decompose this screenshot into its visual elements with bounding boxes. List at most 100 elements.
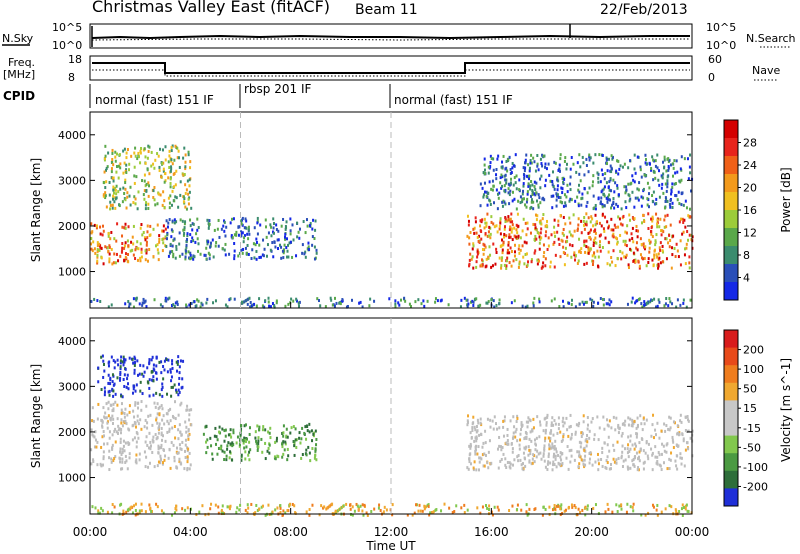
scatter-cell <box>97 402 100 406</box>
scatter-cell <box>157 431 160 435</box>
scatter-cell <box>640 204 643 208</box>
scatter-cell <box>635 426 638 430</box>
scatter-cell <box>526 221 529 225</box>
scatter-cell <box>146 230 149 234</box>
scatter-cell <box>507 191 510 195</box>
scatter-cell <box>562 204 565 208</box>
scatter-cell <box>498 444 501 448</box>
scatter-cell <box>308 513 311 517</box>
scatter-cell <box>665 237 668 241</box>
scatter-cell <box>557 461 560 465</box>
scatter-cell <box>178 390 181 394</box>
scatter-cell <box>242 441 245 445</box>
scatter-cell <box>524 221 527 225</box>
scatter-cell <box>668 233 671 237</box>
scatter-cell <box>365 511 368 515</box>
scatter-cell <box>592 224 595 228</box>
scatter-cell <box>588 461 591 465</box>
scatter-cell <box>500 264 503 268</box>
scatter-cell <box>146 443 149 447</box>
scatter-cell <box>509 181 512 185</box>
scatter-cell <box>477 445 480 449</box>
scatter-cell <box>542 254 545 258</box>
scatter-cell <box>139 256 142 260</box>
scatter-cell <box>291 255 294 259</box>
scatter-cell <box>519 195 522 199</box>
scatter-cell <box>600 190 603 194</box>
scatter-cell <box>281 455 284 459</box>
scatter-cell <box>150 358 153 362</box>
scatter-cell <box>603 185 606 189</box>
scatter-cell <box>265 225 268 229</box>
scatter-cell <box>535 227 538 231</box>
scatter-cell <box>562 227 565 231</box>
scatter-cell <box>503 225 506 229</box>
scatter-cell <box>117 424 120 428</box>
scatter-cell <box>238 251 241 255</box>
scatter-cell <box>594 240 597 244</box>
scatter-cell <box>632 251 635 255</box>
scatter-cell <box>577 217 580 221</box>
scatter-cell <box>187 153 190 157</box>
scatter-cell <box>621 165 624 169</box>
scatter-cell <box>543 444 546 448</box>
scatter-cell <box>122 357 125 361</box>
scatter-cell <box>99 225 102 229</box>
scatter-cell <box>676 424 679 428</box>
scatter-cell <box>509 217 512 221</box>
scatter-cell <box>154 405 157 409</box>
scatter-cell <box>206 445 209 449</box>
scatter-cell <box>301 426 304 430</box>
scatter-cell <box>472 227 475 231</box>
scatter-cell <box>551 508 554 512</box>
scatter-cell <box>505 159 508 163</box>
scatter-cell <box>185 305 188 309</box>
scatter-cell <box>684 428 687 432</box>
scatter-cell <box>255 240 258 244</box>
scatter-cell <box>544 178 547 182</box>
scatter-cell <box>563 193 566 197</box>
scatter-cell <box>666 442 669 446</box>
scatter-cell <box>648 186 651 190</box>
scatter-cell <box>643 245 646 249</box>
scatter-cell <box>169 466 172 470</box>
scatter-cell <box>197 249 200 253</box>
scatter-cell <box>490 220 493 224</box>
scatter-cell <box>586 507 589 511</box>
scatter-cell <box>153 166 156 170</box>
scatter-cell <box>534 234 537 238</box>
scatter-cell <box>91 249 94 253</box>
scatter-cell <box>119 372 122 376</box>
scatter-cell <box>192 254 195 258</box>
scatter-cell <box>631 174 634 178</box>
scatter-cell <box>269 426 272 430</box>
scatter-cell <box>94 438 97 442</box>
scatter-cell <box>610 167 613 171</box>
scatter-cell <box>107 232 110 236</box>
nsky-trace <box>91 34 690 40</box>
scatter-cell <box>498 426 501 430</box>
scatter-cell <box>540 236 543 240</box>
scatter-cell <box>262 425 265 429</box>
scatter-cell <box>315 458 318 462</box>
scatter-cell <box>566 428 569 432</box>
scatter-cell <box>513 234 516 238</box>
scatter-cell <box>125 168 128 172</box>
scatter-cell <box>106 165 109 169</box>
scatter-cell <box>307 445 310 449</box>
scatter-cell <box>668 457 671 461</box>
scatter-cell <box>120 502 123 506</box>
scatter-cell <box>90 222 93 226</box>
scatter-cell <box>527 445 530 449</box>
scatter-cell <box>112 409 115 413</box>
scatter-cell <box>476 418 479 422</box>
scatter-cell <box>537 452 540 456</box>
scatter-cell <box>137 436 140 440</box>
scatter-cell <box>625 185 628 189</box>
scatter-cell <box>503 415 506 419</box>
scatter-cell <box>675 242 678 246</box>
scatter-cell <box>479 182 482 186</box>
scatter-cell <box>132 297 135 301</box>
scatter-cell <box>226 444 229 448</box>
